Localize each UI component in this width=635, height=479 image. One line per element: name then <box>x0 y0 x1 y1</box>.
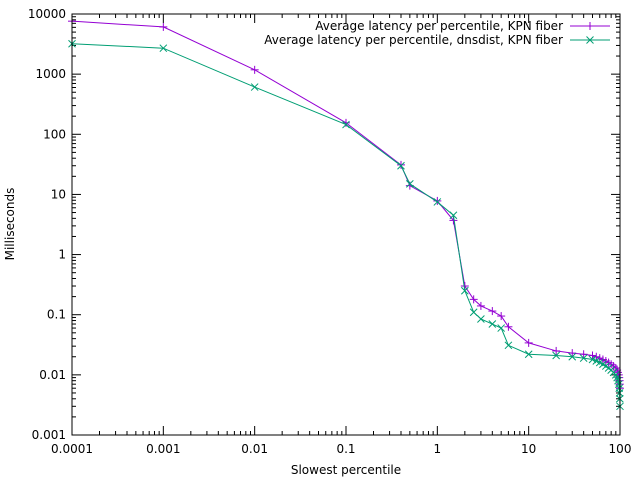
series-1-point <box>476 301 485 310</box>
x-tick-label: 10 <box>521 442 536 456</box>
series-2-point <box>460 286 469 295</box>
series-1-point <box>588 351 597 360</box>
series-1 <box>68 17 624 393</box>
series-2-point <box>488 320 497 328</box>
y-tick-label: 0.001 <box>32 428 66 442</box>
x-tick-label: 0.0001 <box>51 442 93 456</box>
x-tick-label: 0.1 <box>336 442 355 456</box>
series-2-point <box>568 352 577 361</box>
series-1-point <box>469 295 478 304</box>
legend-label: Average latency per percentile, KPN fibe… <box>315 19 563 33</box>
x-axis-label: Slowest percentile <box>291 463 401 477</box>
series-1-point <box>552 346 561 355</box>
tick-layer: 0.0001 0.001 0.01 0.1 1 10 1000.0010.010.11101… <box>28 7 632 456</box>
series-2-point <box>613 373 621 382</box>
series-1-point <box>504 322 513 331</box>
y-tick-label: 100 <box>43 127 66 141</box>
series-2-point <box>342 120 350 129</box>
y-tick-label: 1000 <box>35 67 66 81</box>
legend-swatch-marker <box>586 36 594 44</box>
series-2-point <box>159 44 168 53</box>
series-2-point <box>477 315 485 323</box>
y-axis-label: Milliseconds <box>3 188 17 261</box>
series-1-point <box>488 307 497 316</box>
series-2-point <box>250 83 259 91</box>
series-1-point <box>433 196 442 205</box>
series-2 <box>68 39 624 411</box>
x-tick-label: 100 <box>609 442 632 456</box>
series-1-point <box>396 160 405 169</box>
y-tick-label: 1 <box>58 248 66 262</box>
series-1-point <box>342 118 350 127</box>
series-2-point <box>579 354 588 362</box>
y-tick-label: 0.01 <box>39 368 66 382</box>
y-tick-label: 10000 <box>28 7 66 21</box>
series-1-point <box>568 349 577 358</box>
series-2-point <box>552 351 561 360</box>
series-1-point <box>159 22 168 31</box>
series-2-point <box>469 308 478 317</box>
series-layer <box>68 17 624 411</box>
y-tick-label: 10 <box>51 187 66 201</box>
legend-swatch-marker <box>586 22 594 30</box>
legend: Average latency per percentile, KPN fibe… <box>264 19 610 47</box>
legend-item: Average latency per percentile, KPN fibe… <box>315 19 610 33</box>
x-tick-label: 1 <box>434 442 442 456</box>
series-1-point <box>579 350 588 359</box>
series-1-line <box>71 20 621 389</box>
y-tick-label: 0.1 <box>47 308 66 322</box>
x-tick-label: 0.001 <box>146 442 180 456</box>
series-2-point <box>405 179 414 188</box>
series-2-line <box>71 43 621 407</box>
series-2-point <box>504 341 513 350</box>
plot-frame <box>71 13 621 436</box>
series-2-point <box>397 161 405 170</box>
series-2-point <box>449 211 458 220</box>
series-2-point <box>497 324 506 332</box>
series-2-point <box>433 198 442 206</box>
x-tick-label: 0.01 <box>241 442 268 456</box>
legend-label: Average latency per percentile, dnsdist,… <box>264 33 563 47</box>
series-1-point <box>524 338 533 347</box>
series-1-point <box>250 65 259 74</box>
series-2-point <box>524 350 533 359</box>
legend-item: Average latency per percentile, dnsdist,… <box>264 33 610 47</box>
series-1-point <box>497 312 506 321</box>
